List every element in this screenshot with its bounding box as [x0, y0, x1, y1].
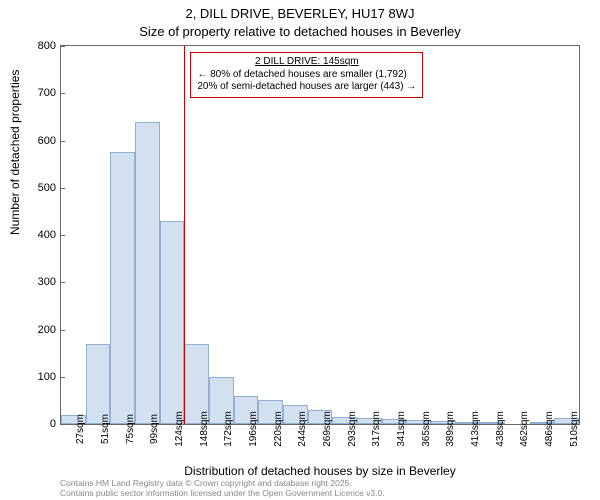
ytick-mark: [60, 424, 65, 425]
property-marker-line: [184, 46, 185, 424]
ytick-label: 700: [38, 87, 56, 99]
footer-line2: Contains public sector information licen…: [60, 489, 385, 498]
ytick-label: 500: [38, 182, 56, 194]
xtick-label: 389sqm: [445, 411, 456, 447]
ytick-mark: [60, 93, 65, 94]
annotation-box: 2 DILL DRIVE: 145sqm ← 80% of detached h…: [190, 52, 423, 98]
x-axis-label: Distribution of detached houses by size …: [60, 464, 580, 478]
ytick-label: 400: [38, 229, 56, 241]
xtick-label: 293sqm: [347, 411, 358, 447]
histogram-bar: [135, 122, 160, 424]
xtick-label: 269sqm: [322, 411, 333, 447]
ytick-label: 100: [38, 371, 56, 383]
xtick-label: 51sqm: [100, 414, 111, 444]
ytick-label: 0: [50, 418, 56, 430]
xtick-label: 510sqm: [569, 411, 580, 447]
xtick-label: 99sqm: [149, 414, 160, 444]
ytick-mark: [60, 46, 65, 47]
xtick-label: 172sqm: [223, 411, 234, 447]
annotation-title: 2 DILL DRIVE: 145sqm: [197, 56, 416, 69]
xtick-label: 220sqm: [273, 411, 284, 447]
xtick-label: 365sqm: [421, 411, 432, 447]
xtick-label: 27sqm: [75, 414, 86, 444]
ytick-mark: [60, 282, 65, 283]
xtick-label: 462sqm: [519, 411, 530, 447]
xtick-label: 124sqm: [174, 411, 185, 447]
footer-attribution: Contains HM Land Registry data © Crown c…: [60, 479, 385, 498]
histogram-bar: [86, 344, 111, 424]
ytick-label: 300: [38, 276, 56, 288]
plot-area: 2 DILL DRIVE: 145sqm ← 80% of detached h…: [60, 45, 580, 425]
xtick-label: 148sqm: [199, 411, 210, 447]
ytick-mark: [60, 141, 65, 142]
chart-title-address: 2, DILL DRIVE, BEVERLEY, HU17 8WJ: [0, 6, 600, 21]
y-axis-label: Number of detached properties: [8, 70, 22, 235]
xtick-label: 438sqm: [495, 411, 506, 447]
chart-title-subtitle: Size of property relative to detached ho…: [0, 24, 600, 39]
annotation-line1: ← 80% of detached houses are smaller (1,…: [197, 69, 416, 82]
annotation-line2: 20% of semi-detached houses are larger (…: [197, 81, 416, 94]
xtick-label: 75sqm: [125, 414, 136, 444]
ytick-mark: [60, 330, 65, 331]
xtick-label: 317sqm: [371, 411, 382, 447]
histogram-bar: [160, 221, 185, 424]
ytick-label: 800: [38, 40, 56, 52]
ytick-label: 600: [38, 135, 56, 147]
xtick-label: 341sqm: [396, 411, 407, 447]
xtick-label: 244sqm: [297, 411, 308, 447]
xtick-label: 486sqm: [544, 411, 555, 447]
ytick-mark: [60, 235, 65, 236]
ytick-mark: [60, 377, 65, 378]
histogram-bar: [110, 152, 135, 424]
xtick-label: 413sqm: [470, 411, 481, 447]
ytick-label: 200: [38, 324, 56, 336]
chart-container: 2, DILL DRIVE, BEVERLEY, HU17 8WJ Size o…: [0, 0, 600, 500]
ytick-mark: [60, 188, 65, 189]
xtick-label: 196sqm: [248, 411, 259, 447]
